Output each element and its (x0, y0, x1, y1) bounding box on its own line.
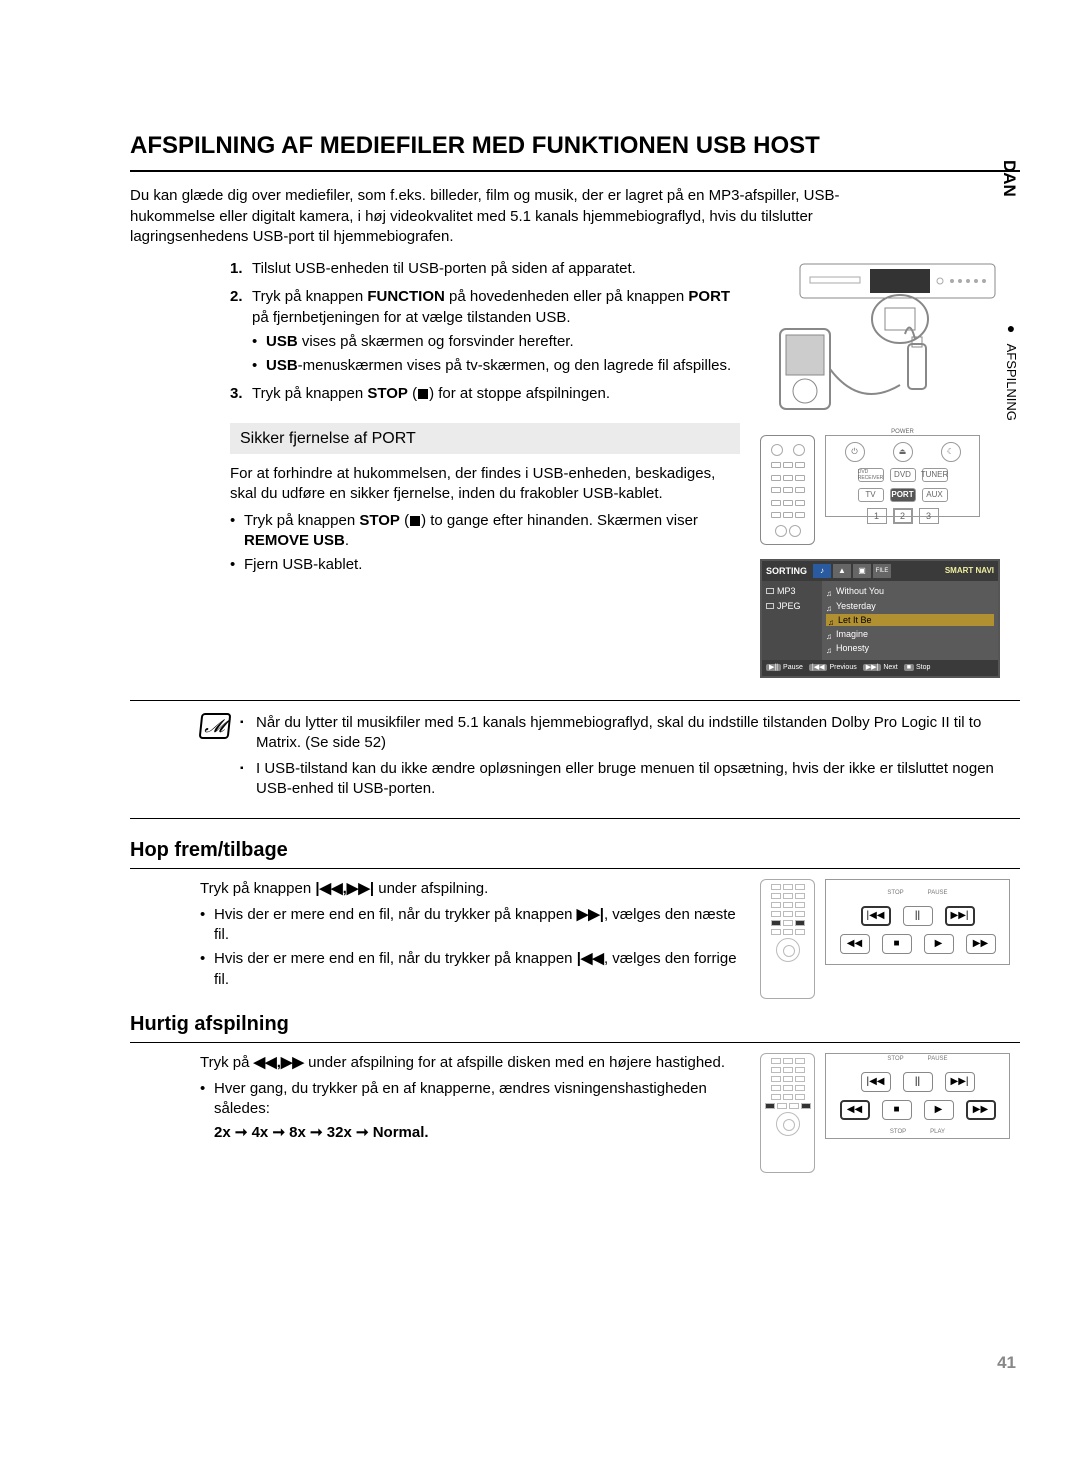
side-language-tab: DAN (997, 160, 1020, 197)
file-item: Yesterday (826, 600, 994, 612)
video-tab-icon: ▣ (853, 564, 871, 578)
subheading-safe-removal: Sikker fjernelse af PORT (230, 423, 740, 455)
remote-illustration-2: STOPPAUSE |◀◀ || ▶▶| ◀◀ ■ ▶ ▶▶ (760, 879, 1020, 999)
stop-button: ■ (882, 1100, 912, 1120)
bullet-icon: ● (1003, 320, 1019, 336)
section-title-fast: Hurtig afspilning (130, 1011, 1020, 1043)
port-button: PORT (890, 488, 916, 502)
step-num: 1. (230, 259, 243, 279)
music-note-icon (826, 587, 833, 595)
aux-button: AUX (922, 488, 948, 502)
file-tab-icon: FILE (873, 564, 891, 578)
remote-zoom: STOPPAUSE |◀◀ || ▶▶| ◀◀ ■ ▶ ▶▶ STOPPLAY (825, 1053, 1010, 1139)
step-3: 3. Tryk på knappen STOP () for at stoppe… (230, 384, 740, 404)
file-item: Without You (826, 585, 994, 597)
steps-list: 1. Tilslut USB-enheden til USB-porten på… (230, 259, 740, 405)
music-note-icon (826, 630, 833, 638)
remote-full (760, 435, 815, 545)
stop-button: ■ (882, 934, 912, 954)
section-title-hop: Hop frem/tilbage (130, 837, 1020, 869)
num-1-button: 1 (867, 508, 887, 524)
pause-button: || (903, 906, 933, 926)
stop-icon (418, 389, 428, 399)
fast-bullet: Hver gang, du trykker på en af knapperne… (200, 1079, 740, 1120)
stop-icon (410, 516, 420, 526)
step-num: 2. (230, 287, 243, 307)
next-button: ▶▶| (945, 906, 975, 926)
remote-illustration-3: STOPPAUSE |◀◀ || ▶▶| ◀◀ ■ ▶ ▶▶ STOPPLAY (760, 1053, 1020, 1173)
page-number: 41 (997, 1352, 1016, 1375)
hop-intro: Tryk på knappen |◀◀,▶▶| under afspilning… (200, 879, 740, 899)
safe-bullet-2: Fjern USB-kablet. (230, 555, 740, 575)
side-section-label: AFSPILNING (1004, 344, 1019, 421)
eject-icon: ⏏ (893, 442, 913, 462)
step-text: Tryk på knappen FUNCTION på hovedenheden… (252, 288, 730, 325)
step-num: 3. (230, 384, 243, 404)
num-2-button: 2 (893, 508, 913, 524)
tv-button: TV (858, 488, 884, 502)
tuner-button: TUNER (922, 468, 948, 482)
remote-full (760, 1053, 815, 1173)
forward-button: ▶▶ (966, 1100, 996, 1120)
speed-sequence: 2x ➞ 4x ➞ 8x ➞ 32x ➞ Normal. (200, 1123, 740, 1143)
side-section-tab: ● AFSPILNING (1001, 320, 1020, 421)
prev-button: |◀◀ (861, 906, 891, 926)
remote-zoom: POWER ⏻ ⏏ ☾ DVD RECEIVER DVD TUNER TV PO… (825, 435, 980, 517)
play-button: ▶ (924, 1100, 954, 1120)
fast-intro: Tryk på ◀◀,▶▶ under afspilning for at af… (200, 1053, 740, 1073)
hop-bullet-1: Hvis der er mere end en fil, når du tryk… (200, 905, 740, 946)
sub-bullet: USB-menuskærmen vises på tv-skærmen, og … (252, 356, 740, 376)
remote-full (760, 879, 815, 999)
note-item: Når du lytter til musikfiler med 5.1 kan… (240, 713, 1020, 754)
music-note-icon (828, 616, 835, 624)
page-title: AFSPILNING AF MEDIEFILER MED FUNKTIONEN … (130, 130, 1020, 172)
folder-icon (766, 603, 774, 609)
next-button: ▶▶| (945, 1072, 975, 1092)
num-3-button: 3 (919, 508, 939, 524)
dvd-button: DVD (890, 468, 916, 482)
play-button: ▶ (924, 934, 954, 954)
file-item: Honesty (826, 642, 994, 654)
tv-screen-panel: SORTING ♪ ▲ ▣ FILE SMART NAVI MP3 JPEG W… (760, 559, 1000, 677)
step-1: 1. Tilslut USB-enheden til USB-porten på… (230, 259, 740, 279)
file-item-selected: Let It Be (826, 614, 994, 626)
power-icon: ⏻ (845, 442, 865, 462)
rewind-button: ◀◀ (840, 934, 870, 954)
remote-zoom: STOPPAUSE |◀◀ || ▶▶| ◀◀ ■ ▶ ▶▶ (825, 879, 1010, 965)
note-box: 𝓜 Når du lytter til musikfiler med 5.1 k… (130, 700, 1020, 819)
safe-bullet-1: Tryk på knappen STOP () to gange efter h… (230, 511, 740, 552)
hop-bullet-2: Hvis der er mere end en fil, når du tryk… (200, 949, 740, 990)
note-icon: 𝓜 (199, 713, 232, 739)
photo-tab-icon: ▲ (833, 564, 851, 578)
music-tab-icon: ♪ (813, 564, 831, 578)
device-illustration (760, 259, 1000, 419)
sub-bullet: USB vises på skærmen og forsvinder heref… (252, 332, 740, 352)
note-item: I USB-tilstand kan du ikke ændre opløsni… (240, 759, 1020, 800)
file-item: Imagine (826, 628, 994, 640)
sleep-icon: ☾ (941, 442, 961, 462)
prev-button: |◀◀ (861, 1072, 891, 1092)
music-note-icon (826, 644, 833, 652)
intro-paragraph: Du kan glæde dig over mediefiler, som f.… (130, 186, 1020, 247)
music-note-icon (826, 602, 833, 610)
safe-removal-text: For at forhindre at hukommelsen, der fin… (230, 464, 740, 505)
forward-button: ▶▶ (966, 934, 996, 954)
step-2: 2. Tryk på knappen FUNCTION på hovedenhe… (230, 287, 740, 376)
remote-illustration-1: POWER ⏻ ⏏ ☾ DVD RECEIVER DVD TUNER TV PO… (760, 435, 1020, 545)
step-text: Tilslut USB-enheden til USB-porten på si… (252, 260, 636, 277)
folder-item: JPEG (766, 600, 818, 612)
step-text: Tryk på knappen STOP () for at stoppe af… (252, 385, 610, 402)
pause-button: || (903, 1072, 933, 1092)
dvd-receiver-button: DVD RECEIVER (858, 468, 884, 482)
folder-item: MP3 (766, 585, 818, 597)
folder-icon (766, 588, 774, 594)
rewind-button: ◀◀ (840, 1100, 870, 1120)
